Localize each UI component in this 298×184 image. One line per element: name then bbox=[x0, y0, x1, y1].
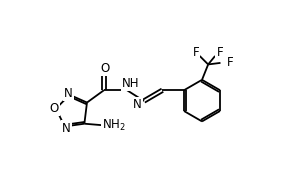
Text: N: N bbox=[133, 98, 142, 111]
Text: F: F bbox=[193, 46, 199, 59]
Text: N: N bbox=[62, 121, 71, 135]
Text: NH$_2$: NH$_2$ bbox=[102, 118, 125, 133]
Text: O: O bbox=[100, 62, 109, 75]
Text: F: F bbox=[227, 56, 233, 69]
Text: NH: NH bbox=[122, 77, 140, 90]
Text: F: F bbox=[216, 46, 223, 59]
Text: N: N bbox=[64, 87, 72, 100]
Text: O: O bbox=[50, 102, 59, 115]
